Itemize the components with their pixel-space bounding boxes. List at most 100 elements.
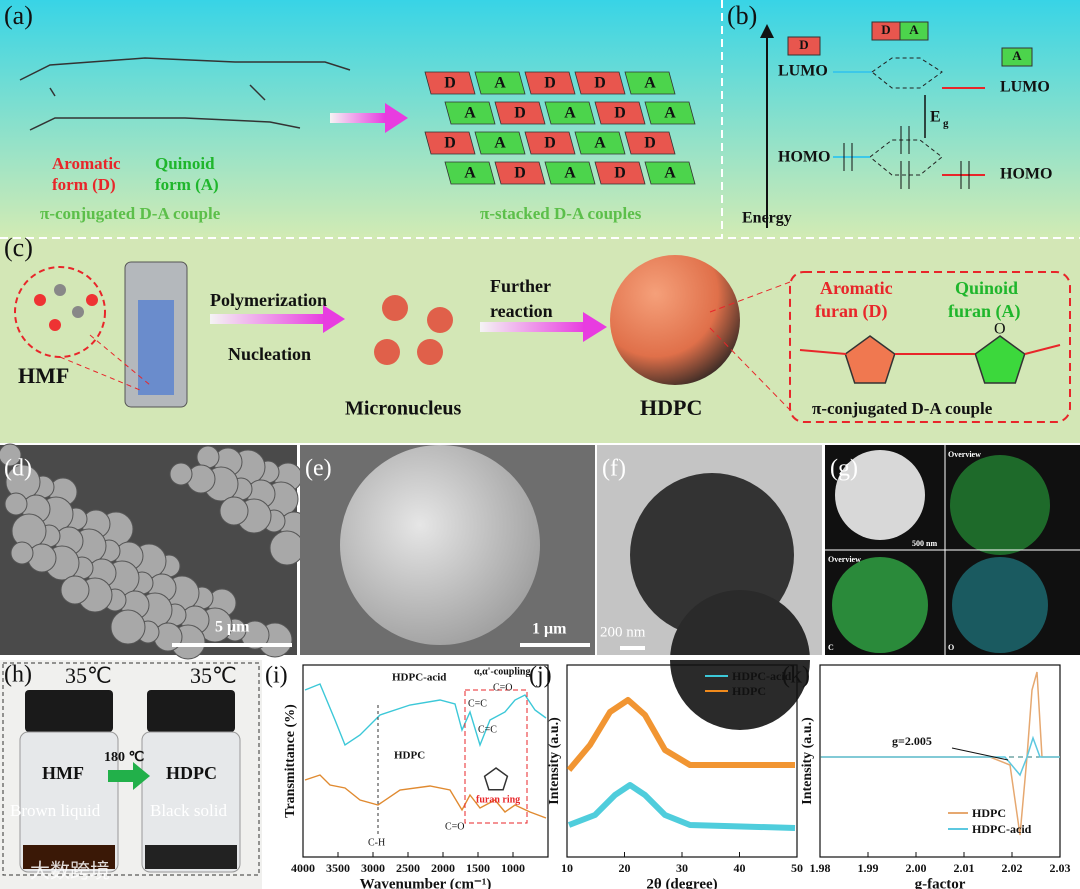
label: form (D) <box>52 175 116 194</box>
label: D <box>544 75 556 92</box>
label: π-conjugated D-A couple <box>40 204 221 223</box>
label: A <box>464 165 476 182</box>
arrow <box>210 314 325 324</box>
label: A <box>564 165 576 182</box>
label: A <box>564 105 576 122</box>
x-tick-label: 1.99 <box>858 861 879 875</box>
backbone <box>19 57 351 131</box>
x-tick-label: 2.00 <box>906 861 927 875</box>
x-axis-label: Wavenumber (cm⁻¹) <box>360 876 492 889</box>
y-axis-label: Intensity (a.u.) <box>547 717 562 805</box>
stack-block <box>644 161 696 185</box>
energy-arrow-head <box>760 24 774 38</box>
label: (j) <box>529 663 552 689</box>
label: HOMO <box>1000 166 1052 183</box>
label: π-stacked D-A couples <box>480 204 642 223</box>
particle <box>169 462 193 486</box>
label: C=O <box>445 821 465 832</box>
label: C=C <box>478 724 497 735</box>
x-tick-label: 30 <box>676 861 688 875</box>
particle <box>0 443 22 467</box>
label: (f) <box>602 456 626 482</box>
plot-frame <box>819 664 1061 858</box>
label: D <box>644 135 656 152</box>
stack-block <box>424 131 476 155</box>
label: Black solid <box>150 801 227 820</box>
stack-block <box>494 101 546 125</box>
stack-block <box>644 101 696 125</box>
label: reaction <box>490 301 553 321</box>
x-tick-label: 3000 <box>361 861 385 875</box>
label: Quinoid <box>955 278 1018 298</box>
label: A <box>664 165 676 182</box>
x-tick-label: 1.98 <box>810 861 831 875</box>
y-axis-label: Transmittance (%) <box>283 704 298 818</box>
label: D <box>444 135 456 152</box>
label: D <box>514 165 526 182</box>
label: (a) <box>4 1 33 30</box>
x-tick-label: 2500 <box>396 861 420 875</box>
x-tick-label: 40 <box>734 861 746 875</box>
particle <box>10 541 34 565</box>
curve-hdpc <box>822 671 1060 836</box>
furan-ring <box>974 335 1026 384</box>
label: C-H <box>368 837 385 848</box>
zoom-lines <box>59 334 151 391</box>
label: E <box>930 109 941 126</box>
label: 180 ℃ <box>104 750 145 765</box>
vial-cap <box>147 690 235 732</box>
stack-block <box>524 131 576 155</box>
block-a <box>1001 47 1033 67</box>
label: (g) <box>830 456 858 482</box>
label: furan (A) <box>948 301 1021 322</box>
label: HDPC-acid <box>392 672 446 684</box>
zoom-lines <box>709 281 791 411</box>
vial <box>19 731 119 873</box>
dashed-frame <box>2 662 260 876</box>
x-tick-label: 2.03 <box>1050 861 1071 875</box>
particle <box>4 492 28 516</box>
label: g=2.005 <box>892 734 932 748</box>
stack-block <box>444 161 496 185</box>
label: furan ring <box>476 794 520 805</box>
label: 1 μm <box>532 621 567 638</box>
atom <box>86 294 98 306</box>
label: HDPC <box>166 763 217 783</box>
stack-block <box>474 131 526 155</box>
label: π-conjugated D-A couple <box>812 399 993 418</box>
mask <box>597 655 822 660</box>
vial-content <box>23 845 115 869</box>
legend-label: HDPC <box>972 806 1006 820</box>
x-tick-label: 2.01 <box>954 861 975 875</box>
label: C=O <box>493 682 513 693</box>
arrow-head <box>583 312 607 342</box>
sphere <box>340 445 540 645</box>
furan-box <box>464 689 528 824</box>
label: D <box>444 75 456 92</box>
arrow <box>330 113 385 123</box>
label: D <box>614 105 626 122</box>
legend-label: HDPC-acid <box>732 669 792 683</box>
x-tick-label: 20 <box>619 861 631 875</box>
curve-hdpc <box>566 697 795 772</box>
label: C <box>828 643 834 652</box>
label: Nucleation <box>228 344 311 364</box>
x-tick-label: 50 <box>791 861 803 875</box>
stack-block <box>424 71 476 95</box>
label: 500 nm <box>912 539 937 548</box>
label: furan (D) <box>815 301 888 322</box>
stack-block <box>594 161 646 185</box>
label: Energy <box>742 210 792 227</box>
vial-content <box>145 845 237 869</box>
label: α,α'-coupling <box>474 666 530 677</box>
label: HMF <box>42 763 84 783</box>
stack-block <box>574 131 626 155</box>
label: HDPC <box>394 750 425 762</box>
label: Brown liquid <box>10 801 101 820</box>
label: D <box>881 22 890 37</box>
label: D <box>514 105 526 122</box>
label: A <box>494 135 506 152</box>
atom <box>72 306 84 318</box>
